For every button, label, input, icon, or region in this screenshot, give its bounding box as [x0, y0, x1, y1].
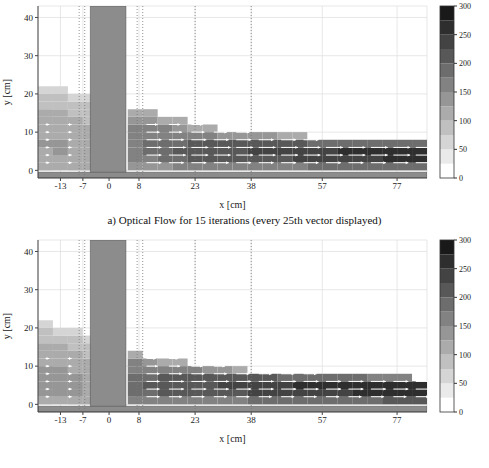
svg-text:250: 250 [459, 265, 471, 274]
svg-text:20: 20 [24, 323, 34, 333]
svg-text:0: 0 [29, 400, 34, 410]
svg-text:150: 150 [459, 88, 471, 97]
svg-text:30: 30 [24, 51, 34, 61]
svg-text:40: 40 [24, 247, 34, 257]
svg-text:0: 0 [107, 415, 112, 425]
svg-text:y [cm]: y [cm] [1, 79, 12, 105]
svg-text:200: 200 [459, 293, 471, 302]
svg-text:0: 0 [107, 181, 112, 191]
svg-text:50: 50 [459, 145, 467, 154]
svg-text:0: 0 [459, 408, 463, 417]
svg-text:-13: -13 [54, 181, 66, 191]
svg-text:100: 100 [459, 117, 471, 126]
svg-text:30: 30 [24, 285, 34, 295]
svg-text:77: 77 [393, 415, 403, 425]
svg-text:250: 250 [459, 31, 471, 40]
svg-text:8: 8 [137, 181, 142, 191]
svg-text:100: 100 [459, 351, 471, 360]
svg-text:-13: -13 [54, 415, 66, 425]
svg-text:-7: -7 [79, 415, 87, 425]
svg-text:50: 50 [459, 379, 467, 388]
svg-text:8: 8 [137, 415, 142, 425]
svg-text:0: 0 [459, 174, 463, 183]
svg-text:38: 38 [247, 415, 257, 425]
svg-text:10: 10 [24, 361, 34, 371]
svg-text:40: 40 [24, 13, 34, 23]
svg-text:23: 23 [191, 415, 201, 425]
svg-text:x [cm]: x [cm] [219, 433, 245, 444]
svg-text:-7: -7 [79, 181, 87, 191]
svg-text:23: 23 [191, 181, 201, 191]
svg-text:150: 150 [459, 322, 471, 331]
svg-text:200: 200 [459, 59, 471, 68]
svg-text:38: 38 [247, 181, 257, 191]
svg-text:57: 57 [318, 181, 328, 191]
svg-text:57: 57 [318, 415, 328, 425]
svg-text:10: 10 [24, 127, 34, 137]
svg-text:77: 77 [393, 181, 403, 191]
html-text:a) Optical Flow for 15 iterati: a) Optical Flow for 15 iterations (every… [107, 214, 382, 226]
svg-text:20: 20 [24, 89, 34, 99]
svg-text:300: 300 [459, 236, 471, 245]
svg-text:y [cm]: y [cm] [1, 313, 12, 339]
svg-text:0: 0 [29, 166, 34, 176]
svg-text:x [cm]: x [cm] [219, 199, 245, 210]
svg-text:300: 300 [459, 2, 471, 11]
